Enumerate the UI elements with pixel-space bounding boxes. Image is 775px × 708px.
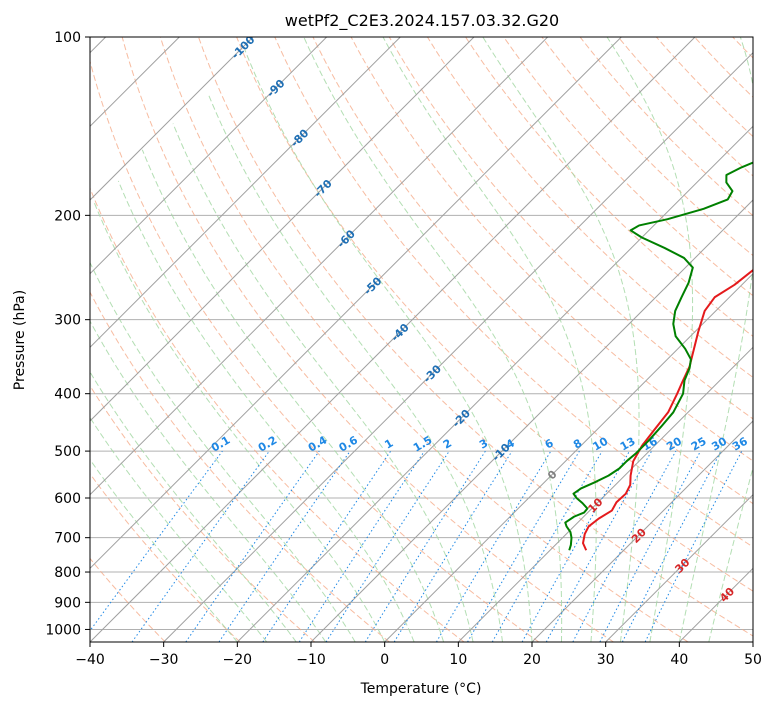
isotherm [310,199,753,642]
y-tick-label: 300 [54,313,81,329]
mixing-ratio-line [545,450,653,642]
mixing-ratio-line [298,450,425,642]
moist-adiabat [678,37,753,642]
dry-adiabat [388,37,753,420]
dry-adiabat [503,37,753,297]
x-tick-label: 20 [523,652,541,668]
isotherm [605,493,753,642]
x-axis: −40 −30 −20 −10 0 10 20 30 40 50 [75,642,762,668]
x-tick-label: −40 [75,652,105,668]
x-tick-label: −30 [149,652,179,668]
x-tick-label: −20 [223,652,253,668]
chart-title: wetPf2_C2E3.2024.157.03.32.G20 [285,11,559,31]
y-tick-label: 200 [54,208,81,224]
isotherm [90,37,622,570]
mixing-ratio-line [90,450,223,632]
dry-adiabat [159,37,689,642]
dry-adiabat [121,37,614,642]
isotherm [90,37,328,275]
plot-frame [89,36,754,643]
dry-adiabat [90,557,166,642]
moist-adiabat [93,201,386,642]
moist-adiabat [482,37,640,642]
y-tick-label: 400 [54,387,81,403]
mixing-ratio-line [218,450,351,642]
mixing-ratio-line [131,450,270,642]
dry-adiabat [312,37,753,505]
mixing-ratio-line [185,450,320,642]
moist-adiabat [90,320,327,642]
x-tick-label: 10 [449,652,467,668]
dry-adiabat [465,37,753,337]
dry-adiabat [90,384,316,642]
mixing-ratio-line [325,450,450,642]
x-axis-label: Temperature (°C) [360,681,482,697]
moist-adiabat [303,37,563,642]
moist-adiabat [382,37,597,642]
moist-adiabat [244,49,533,642]
moist-adiabat [90,458,238,642]
isotherm [531,420,753,642]
moist-adiabat [172,123,474,642]
dry-adiabat [274,37,753,548]
y-tick-label: 700 [54,531,81,547]
y-axis-label: Pressure (hPa) [12,290,28,390]
dry-adiabat [90,291,390,642]
y-tick-label: 1000 [45,622,81,638]
dry-adiabat [90,186,465,642]
moist-adiabat [606,37,694,642]
moist-adiabat [90,261,356,642]
dry-adiabat [350,37,753,462]
mixing-ratio-line [572,450,677,642]
mixing-ratio-line [393,450,513,642]
isotherm [90,37,254,201]
dry-adiabat [236,37,753,592]
x-tick-label: 0 [380,652,389,668]
x-tick-label: 50 [744,652,762,668]
y-tick-label: 800 [54,565,81,581]
moist-adiabat [90,371,297,642]
moist-adiabat [141,149,445,642]
x-tick-label: −10 [296,652,326,668]
x-tick-label: 30 [597,652,615,668]
mixing-ratio-lines [90,450,743,642]
temperature-profile [581,269,753,551]
y-tick-label: 500 [54,444,81,460]
isotherm [457,346,753,642]
x-tick-label: 40 [670,652,688,668]
mixing-ratio-line [262,450,392,642]
isotherm [384,272,753,642]
dry-adiabat [90,59,540,642]
mixing-ratio-line [521,450,630,642]
dry-adiabat [90,472,241,642]
dewpoint-profile [564,161,753,551]
isotherm [90,37,401,349]
isotherm [90,37,475,422]
y-tick-label: 100 [54,30,81,46]
isotherm [236,125,753,642]
y-tick-label: 900 [54,595,81,611]
isotherm [90,37,696,642]
y-tick-label: 600 [54,491,81,507]
y-axis: 100 200 300 400 500 600 700 800 900 1000 [45,30,90,638]
isotherm [163,51,753,642]
mixing-ratio-line [644,450,743,642]
isotherm [90,37,549,496]
moist-adiabat [117,180,415,642]
